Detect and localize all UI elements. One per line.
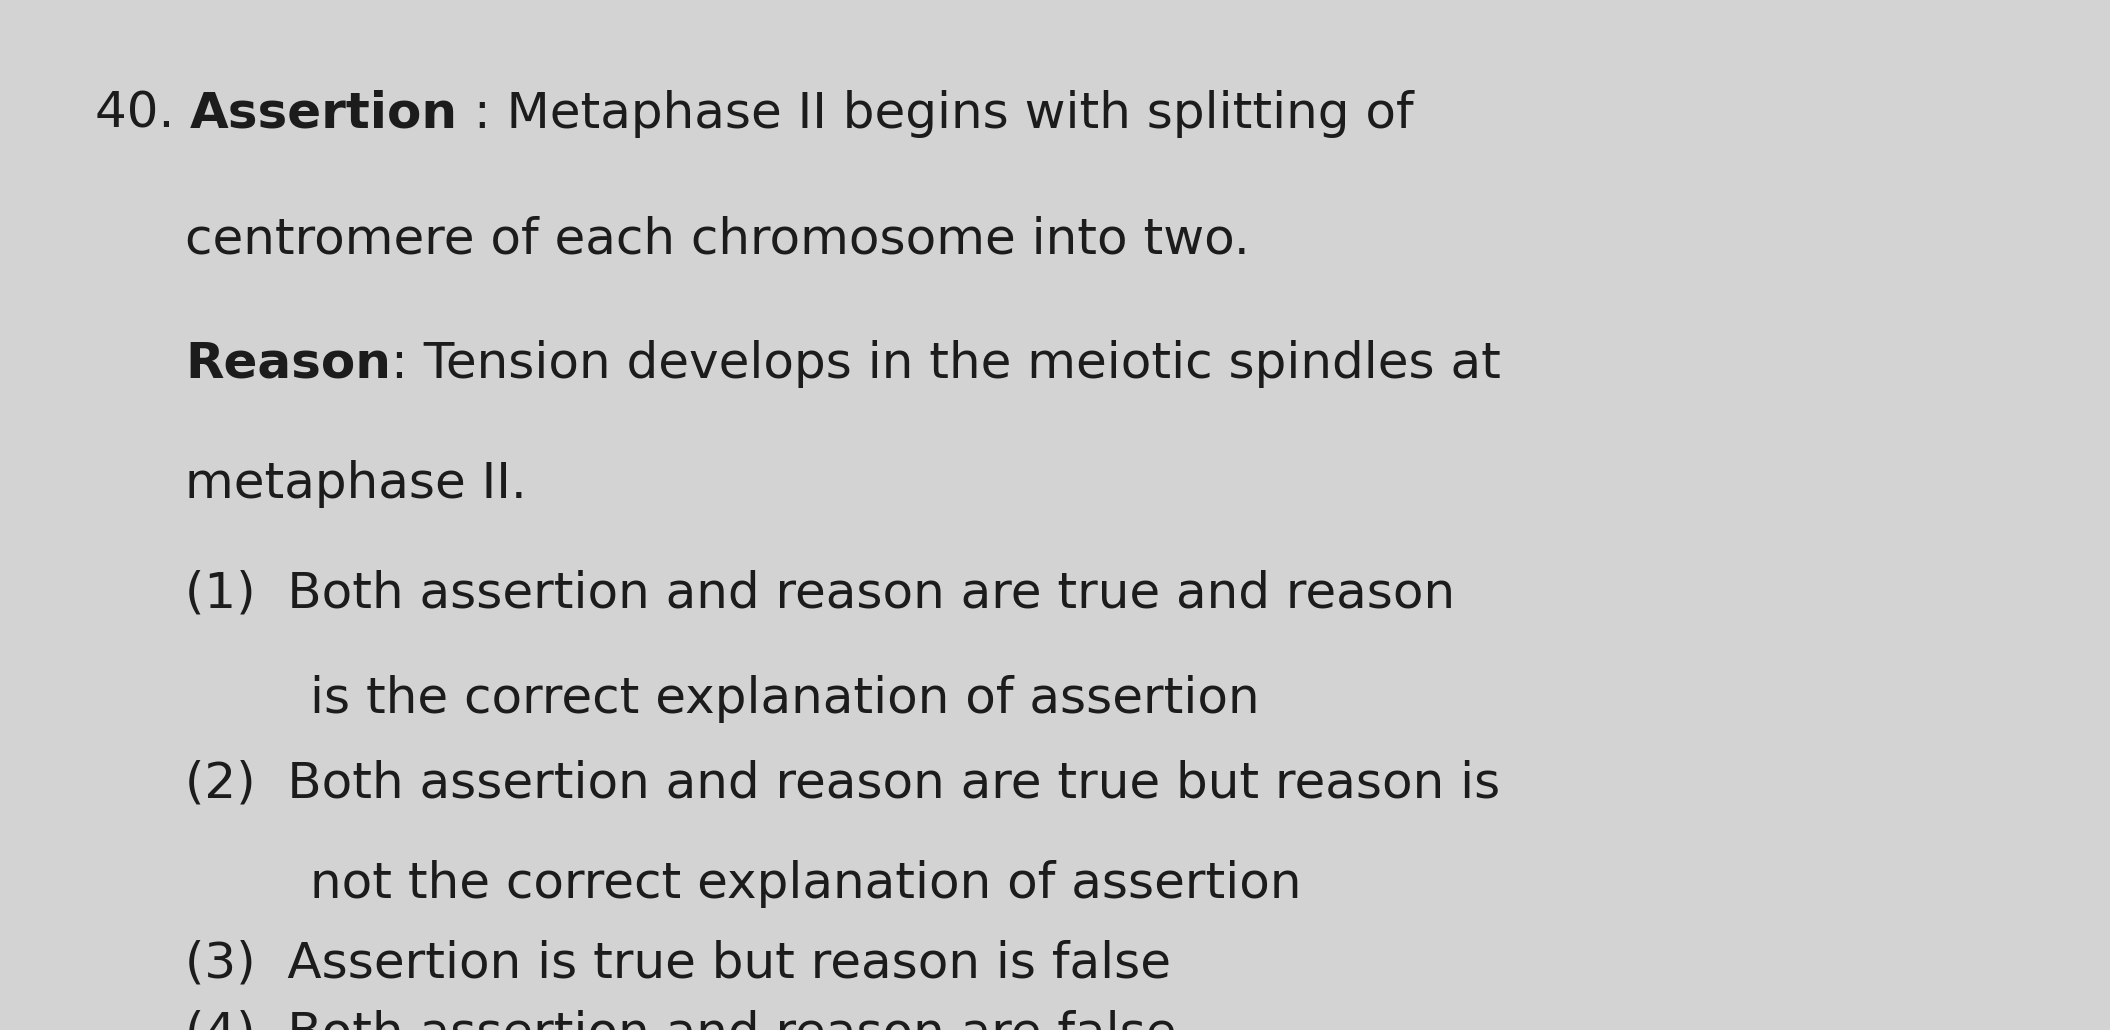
Text: (2)  Both assertion and reason are true but reason is: (2) Both assertion and reason are true b… <box>186 760 1500 808</box>
Text: Reason: Reason <box>186 340 390 388</box>
Text: : Tension develops in the meiotic spindles at: : Tension develops in the meiotic spindl… <box>390 340 1500 388</box>
Text: not the correct explanation of assertion: not the correct explanation of assertion <box>310 860 1302 908</box>
Text: (4)  Both assertion and reason are false: (4) Both assertion and reason are false <box>186 1010 1177 1030</box>
Text: Assertion: Assertion <box>190 90 458 138</box>
Text: (3)  Assertion is true but reason is false: (3) Assertion is true but reason is fals… <box>186 940 1171 988</box>
Text: 40.: 40. <box>95 90 190 138</box>
Text: is the correct explanation of assertion: is the correct explanation of assertion <box>310 675 1260 723</box>
Text: centromere of each chromosome into two.: centromere of each chromosome into two. <box>186 215 1249 263</box>
Text: metaphase II.: metaphase II. <box>186 460 528 508</box>
Text: (1)  Both assertion and reason are true and reason: (1) Both assertion and reason are true a… <box>186 570 1456 618</box>
Text: : Metaphase II begins with splitting of: : Metaphase II begins with splitting of <box>458 90 1414 138</box>
